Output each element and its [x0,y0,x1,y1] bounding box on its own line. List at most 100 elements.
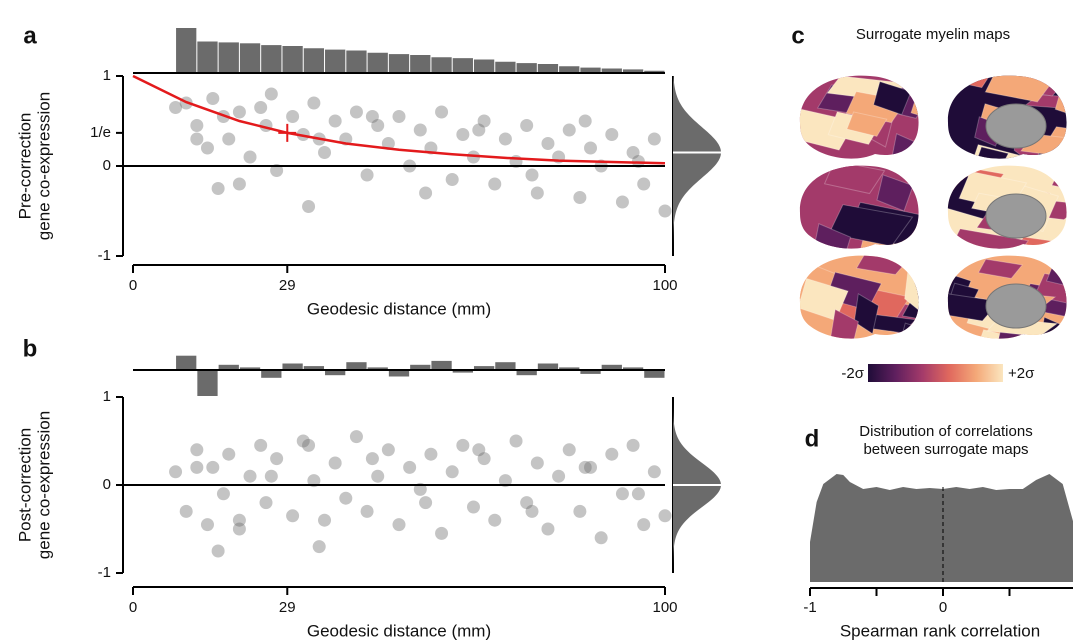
scatter-point [435,526,449,540]
scatter-point [302,200,316,213]
histogram-bar [325,49,346,73]
fit-line [132,74,666,165]
scatter-point [259,496,273,510]
scatter-point [312,540,326,554]
scatter-point [302,438,316,452]
scatter-point [541,522,555,536]
brain-medial-wall [985,193,1047,239]
brain-region [799,245,830,249]
scatter-point [584,460,598,474]
scatter-point [631,487,645,501]
histogram-bar [601,68,622,73]
histogram-bar [516,370,537,376]
scatter-point [525,504,539,518]
scatter-point [296,434,310,448]
histogram-bar [622,367,644,370]
histogram-bar [218,42,239,73]
histogram-bar [388,370,410,377]
histogram-bar [346,50,367,73]
brain-region [823,165,886,195]
brain-region [873,80,912,116]
histogram-bar [325,370,346,376]
scatter-point [296,128,310,141]
scatter-point [360,168,374,182]
brain-region [891,133,919,159]
scatter-point [647,465,661,479]
scatter-point [169,465,183,479]
histogram-bar [410,364,431,370]
scatter-point [530,186,544,200]
scatter-point [403,460,417,474]
histogram-bar [580,67,601,73]
histogram-bar [388,54,410,73]
histogram-bar [346,362,367,370]
scatter-point [200,141,214,155]
histogram-bar [644,70,665,73]
x-tick-label: 0 [129,599,137,616]
histogram-bar [516,63,537,73]
scatter-point [477,452,491,466]
scatter-point [328,456,342,470]
scatter-point [626,438,640,452]
panel-title: between surrogate maps [863,441,1028,458]
y-tick-label: 1 [103,67,111,84]
scatter-point [371,469,385,483]
brain-region [910,86,919,125]
scatter-point [466,500,480,514]
scatter-point [392,110,406,123]
histogram-bar [282,46,303,73]
scatter-point [190,460,204,474]
panel-label: c [791,22,804,49]
histogram-bar [218,364,239,370]
histogram-bar [537,363,559,370]
histogram-bar [580,370,601,374]
brain-map [799,255,919,339]
x-tick-label: 100 [652,277,677,294]
scatter-point [216,487,230,501]
scatter-point [232,177,246,191]
histogram-bar [559,66,580,73]
histogram-bar [239,367,261,370]
histogram-bar [367,367,388,370]
histogram-bar [644,370,665,378]
scatter-point [200,518,214,532]
y-tick-label: 0 [103,157,111,174]
scatter-point [594,531,608,545]
scatter-point [477,114,491,128]
x-axis-label: Geodesic distance (mm) [307,299,491,318]
scatter-point [573,191,587,204]
scatter-point [445,465,459,479]
scatter-point [498,132,512,146]
brain-region [830,308,859,339]
x-tick-label: -1 [803,599,816,616]
histogram-bar [176,355,197,370]
scatter-point [339,491,353,505]
scatter-point [365,452,379,466]
scatter-point [520,496,534,510]
scatter-point [232,513,246,527]
scatter-point [286,509,300,523]
brain-region [846,111,888,137]
panel-title: Distribution of correlations [859,423,1032,440]
scatter-point [190,119,204,132]
scatter-point [243,150,257,164]
colorbar [868,364,1003,382]
x-axis-label: Geodesic distance (mm) [307,621,491,640]
y-axis-label: gene co-expression [34,92,53,240]
scatter-point [456,438,470,452]
histogram-bar [261,45,282,73]
histogram-bar [367,52,388,73]
x-tick-label: 1 [1072,599,1073,616]
scatter-point [222,132,236,146]
scatter-point [270,164,284,177]
scatter-point [211,544,225,558]
scatter-point [626,146,640,159]
scatter-point [419,186,433,200]
scatter-point [498,474,512,488]
scatter-point [381,443,395,457]
histogram-bar [452,58,473,73]
panel-label: a [23,22,37,49]
scatter-point [488,513,502,527]
brain-region [977,258,1024,279]
histogram-bar [452,370,473,373]
